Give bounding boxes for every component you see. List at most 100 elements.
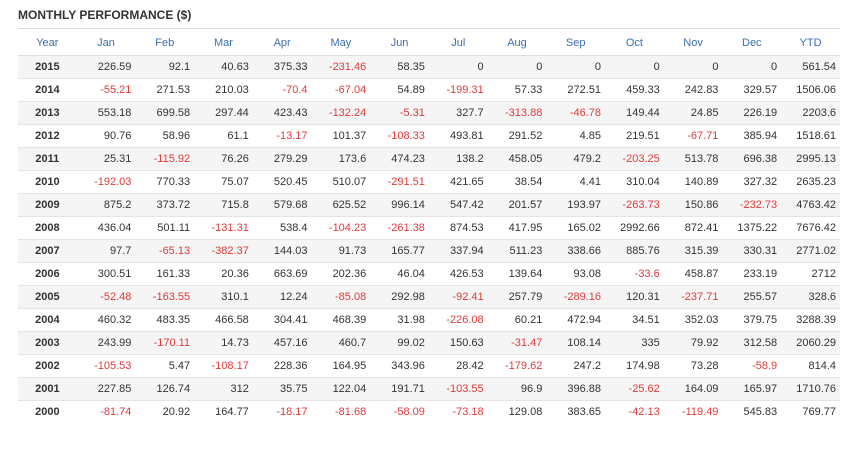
value-cell: 479.2 (546, 147, 606, 171)
value-cell: 493.81 (428, 124, 488, 148)
value-cell: -92.41 (428, 285, 488, 309)
year-cell: 2015 (18, 55, 77, 79)
value-cell: -179.62 (487, 354, 547, 378)
column-header: Sep (546, 31, 606, 56)
value-cell: 579.68 (252, 193, 312, 217)
value-cell: -237.71 (663, 285, 723, 309)
value-cell: 20.92 (135, 400, 195, 423)
value-cell: 300.51 (76, 262, 136, 286)
value-cell: 76.26 (194, 147, 253, 171)
value-cell: -132.24 (311, 101, 371, 125)
value-cell: 0 (605, 55, 664, 79)
value-cell: 436.04 (76, 216, 136, 240)
column-header: Feb (135, 31, 195, 56)
value-cell: 193.97 (546, 193, 606, 217)
value-cell: 335 (605, 331, 664, 355)
year-cell: 2013 (18, 101, 77, 125)
table-row: 2008 436.04 501.11 -131.31 538.4 -104.23 -261.… (18, 216, 840, 240)
table-body: 2015 226.59 92.1 40.63 375.33 -231.46 58.35 0 0 0… (18, 55, 840, 423)
value-cell: 61.1 (194, 124, 253, 148)
value-cell: 459.33 (605, 78, 664, 102)
value-cell: -170.11 (135, 331, 195, 355)
year-cell: 2014 (18, 78, 77, 102)
table-row: 2011 25.31 -115.92 76.26 279.29 173.6 474.23 13… (18, 147, 840, 171)
value-cell: 520.45 (252, 170, 312, 194)
value-cell: 173.6 (311, 147, 371, 171)
table-row: 2002 -105.53 5.47 -108.17 228.36 164.95 343.96… (18, 354, 840, 378)
value-cell: 14.73 (194, 331, 253, 355)
value-cell: 122.04 (311, 377, 371, 401)
value-cell: 227.85 (76, 377, 136, 401)
value-cell: 625.52 (311, 193, 371, 217)
value-cell: 108.14 (546, 331, 606, 355)
value-cell: 96.9 (487, 377, 547, 401)
table-row: 2009 875.2 373.72 715.8 579.68 625.52 996.14 54… (18, 193, 840, 217)
value-cell: 35.75 (252, 377, 312, 401)
year-cell: 2010 (18, 170, 77, 194)
value-cell: 57.33 (487, 78, 547, 102)
value-cell: 144.03 (252, 239, 312, 263)
value-cell: -73.18 (428, 400, 488, 423)
value-cell: 46.04 (370, 262, 429, 286)
value-cell: 696.38 (722, 147, 782, 171)
value-cell: 1518.61 (781, 124, 840, 148)
value-cell: -232.73 (722, 193, 782, 217)
value-cell: 417.95 (487, 216, 547, 240)
value-cell: 1375.22 (722, 216, 782, 240)
value-cell: 4.41 (546, 170, 606, 194)
value-cell: 226.59 (76, 55, 136, 79)
value-cell: 2771.02 (781, 239, 840, 263)
header-row: Year Jan Feb Mar Apr May Jun Jul Aug Sep Oct Nov Dec… (18, 31, 840, 56)
value-cell: 472.94 (546, 308, 606, 332)
column-header: May (311, 31, 371, 56)
performance-table: Year Jan Feb Mar Apr May Jun Jul Aug Sep Oct Nov Dec… (18, 31, 840, 423)
value-cell: 165.77 (370, 239, 429, 263)
value-cell: 310.04 (605, 170, 664, 194)
value-cell: -67.71 (663, 124, 723, 148)
value-cell: 297.44 (194, 101, 253, 125)
value-cell: -115.92 (135, 147, 195, 171)
value-cell: -81.68 (311, 400, 371, 423)
value-cell: 255.57 (722, 285, 782, 309)
value-cell: 547.42 (428, 193, 488, 217)
value-cell: 279.29 (252, 147, 312, 171)
table-row: 2004 460.32 483.35 466.58 304.41 468.39 31.98-… (18, 308, 840, 332)
value-cell: 201.57 (487, 193, 547, 217)
value-cell: 328.6 (781, 285, 840, 309)
value-cell: 2060.29 (781, 331, 840, 355)
value-cell: 0 (546, 55, 606, 79)
value-cell: -313.88 (487, 101, 547, 125)
column-header: Oct (605, 31, 664, 56)
value-cell: 2712 (781, 262, 840, 286)
value-cell: 460.32 (76, 308, 136, 332)
value-cell: 421.65 (428, 170, 488, 194)
value-cell: 510.07 (311, 170, 371, 194)
value-cell: 663.69 (252, 262, 312, 286)
value-cell: 165.02 (546, 216, 606, 240)
value-cell: 0 (428, 55, 488, 79)
value-cell: 20.36 (194, 262, 253, 286)
value-cell: 1506.06 (781, 78, 840, 102)
value-cell: 553.18 (76, 101, 136, 125)
value-cell: 875.2 (76, 193, 136, 217)
value-cell: 545.83 (722, 400, 782, 423)
value-cell: 54.89 (370, 78, 429, 102)
value-cell: 310.1 (194, 285, 253, 309)
column-header: YTD (781, 31, 840, 56)
value-cell: 460.7 (311, 331, 371, 355)
value-cell: -108.33 (370, 124, 429, 148)
table-row: 2001 227.85 126.74 312 35.75 122.04 191.71 -103… (18, 377, 840, 401)
value-cell: 272.51 (546, 78, 606, 102)
value-cell: -231.46 (311, 55, 371, 79)
year-cell: 2003 (18, 331, 77, 355)
value-cell: -25.62 (605, 377, 664, 401)
value-cell: 97.7 (76, 239, 136, 263)
value-cell: 457.16 (252, 331, 312, 355)
value-cell: 60.21 (487, 308, 547, 332)
value-cell: -81.74 (76, 400, 136, 423)
value-cell: 312.58 (722, 331, 782, 355)
value-cell: -31.47 (487, 331, 547, 355)
value-cell: 271.53 (135, 78, 195, 102)
column-header: Jun (370, 31, 429, 56)
